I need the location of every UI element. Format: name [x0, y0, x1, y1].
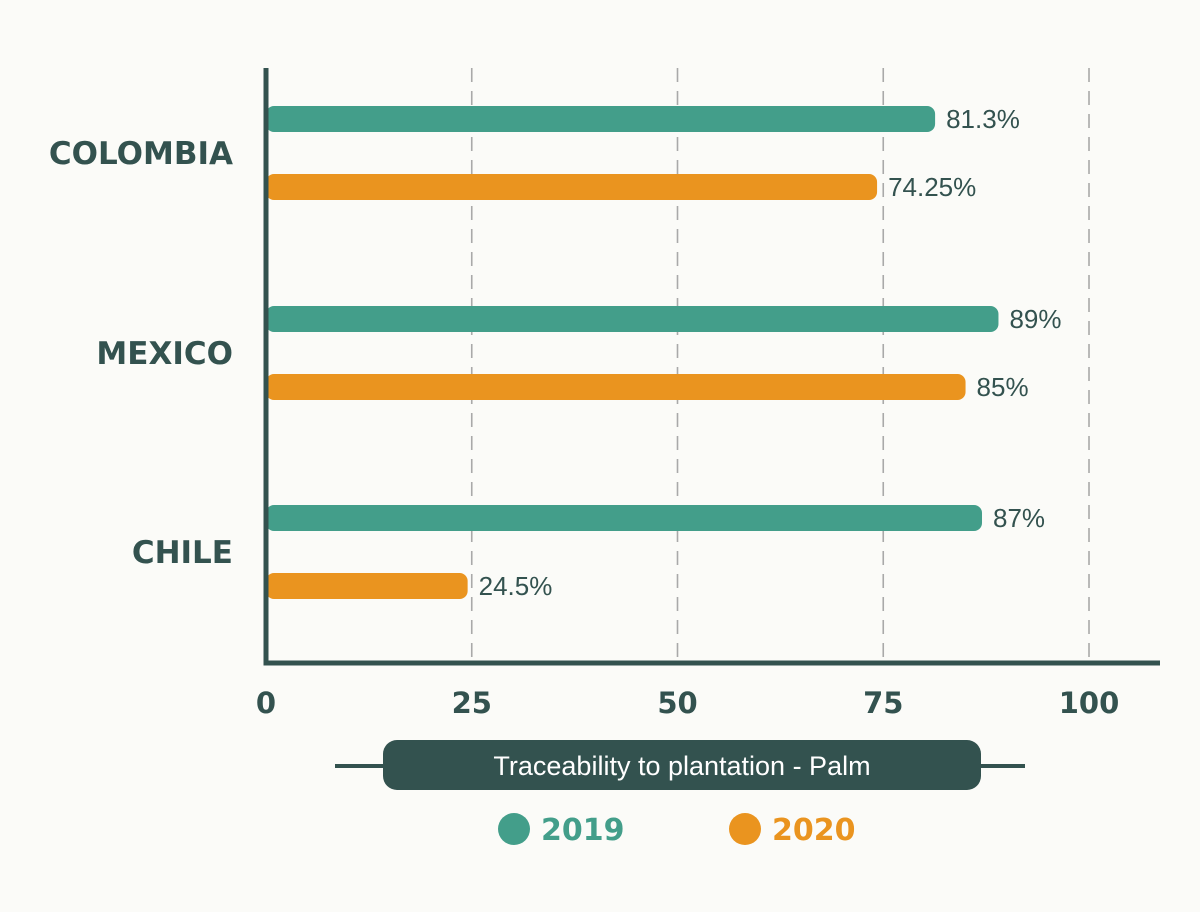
- legend-marker-2020: [729, 813, 761, 845]
- data-label: 87%: [993, 503, 1045, 533]
- x-tick-label: 25: [452, 686, 492, 720]
- xlabel-pill: [383, 740, 981, 790]
- bar-colombia-2020: [266, 174, 878, 200]
- data-label: 81.3%: [946, 104, 1020, 134]
- bar-chile-2019: [266, 505, 983, 531]
- data-label: 89%: [1009, 304, 1061, 334]
- bar-mexico-2019: [266, 306, 999, 332]
- x-axis-title: Traceability to plantation - Palm: [493, 751, 870, 781]
- bar-chile-2020: [266, 573, 468, 599]
- data-label: 74.25%: [888, 172, 976, 202]
- bar-mexico-2020: [266, 374, 966, 400]
- category-label: COLOMBIA: [49, 136, 233, 172]
- data-label: 24.5%: [479, 571, 553, 601]
- x-tick-label: 0: [256, 686, 276, 720]
- x-tick-label: 75: [863, 686, 903, 720]
- category-label: CHILE: [132, 535, 233, 571]
- legend-label: 2019: [541, 813, 625, 848]
- bar-colombia-2019: [266, 106, 936, 132]
- legend-label: 2020: [772, 813, 856, 848]
- category-label: MEXICO: [96, 336, 233, 372]
- legend-marker-2019: [498, 813, 530, 845]
- x-tick-label: 100: [1059, 686, 1120, 720]
- data-label: 85%: [977, 372, 1029, 402]
- x-tick-label: 50: [657, 686, 697, 720]
